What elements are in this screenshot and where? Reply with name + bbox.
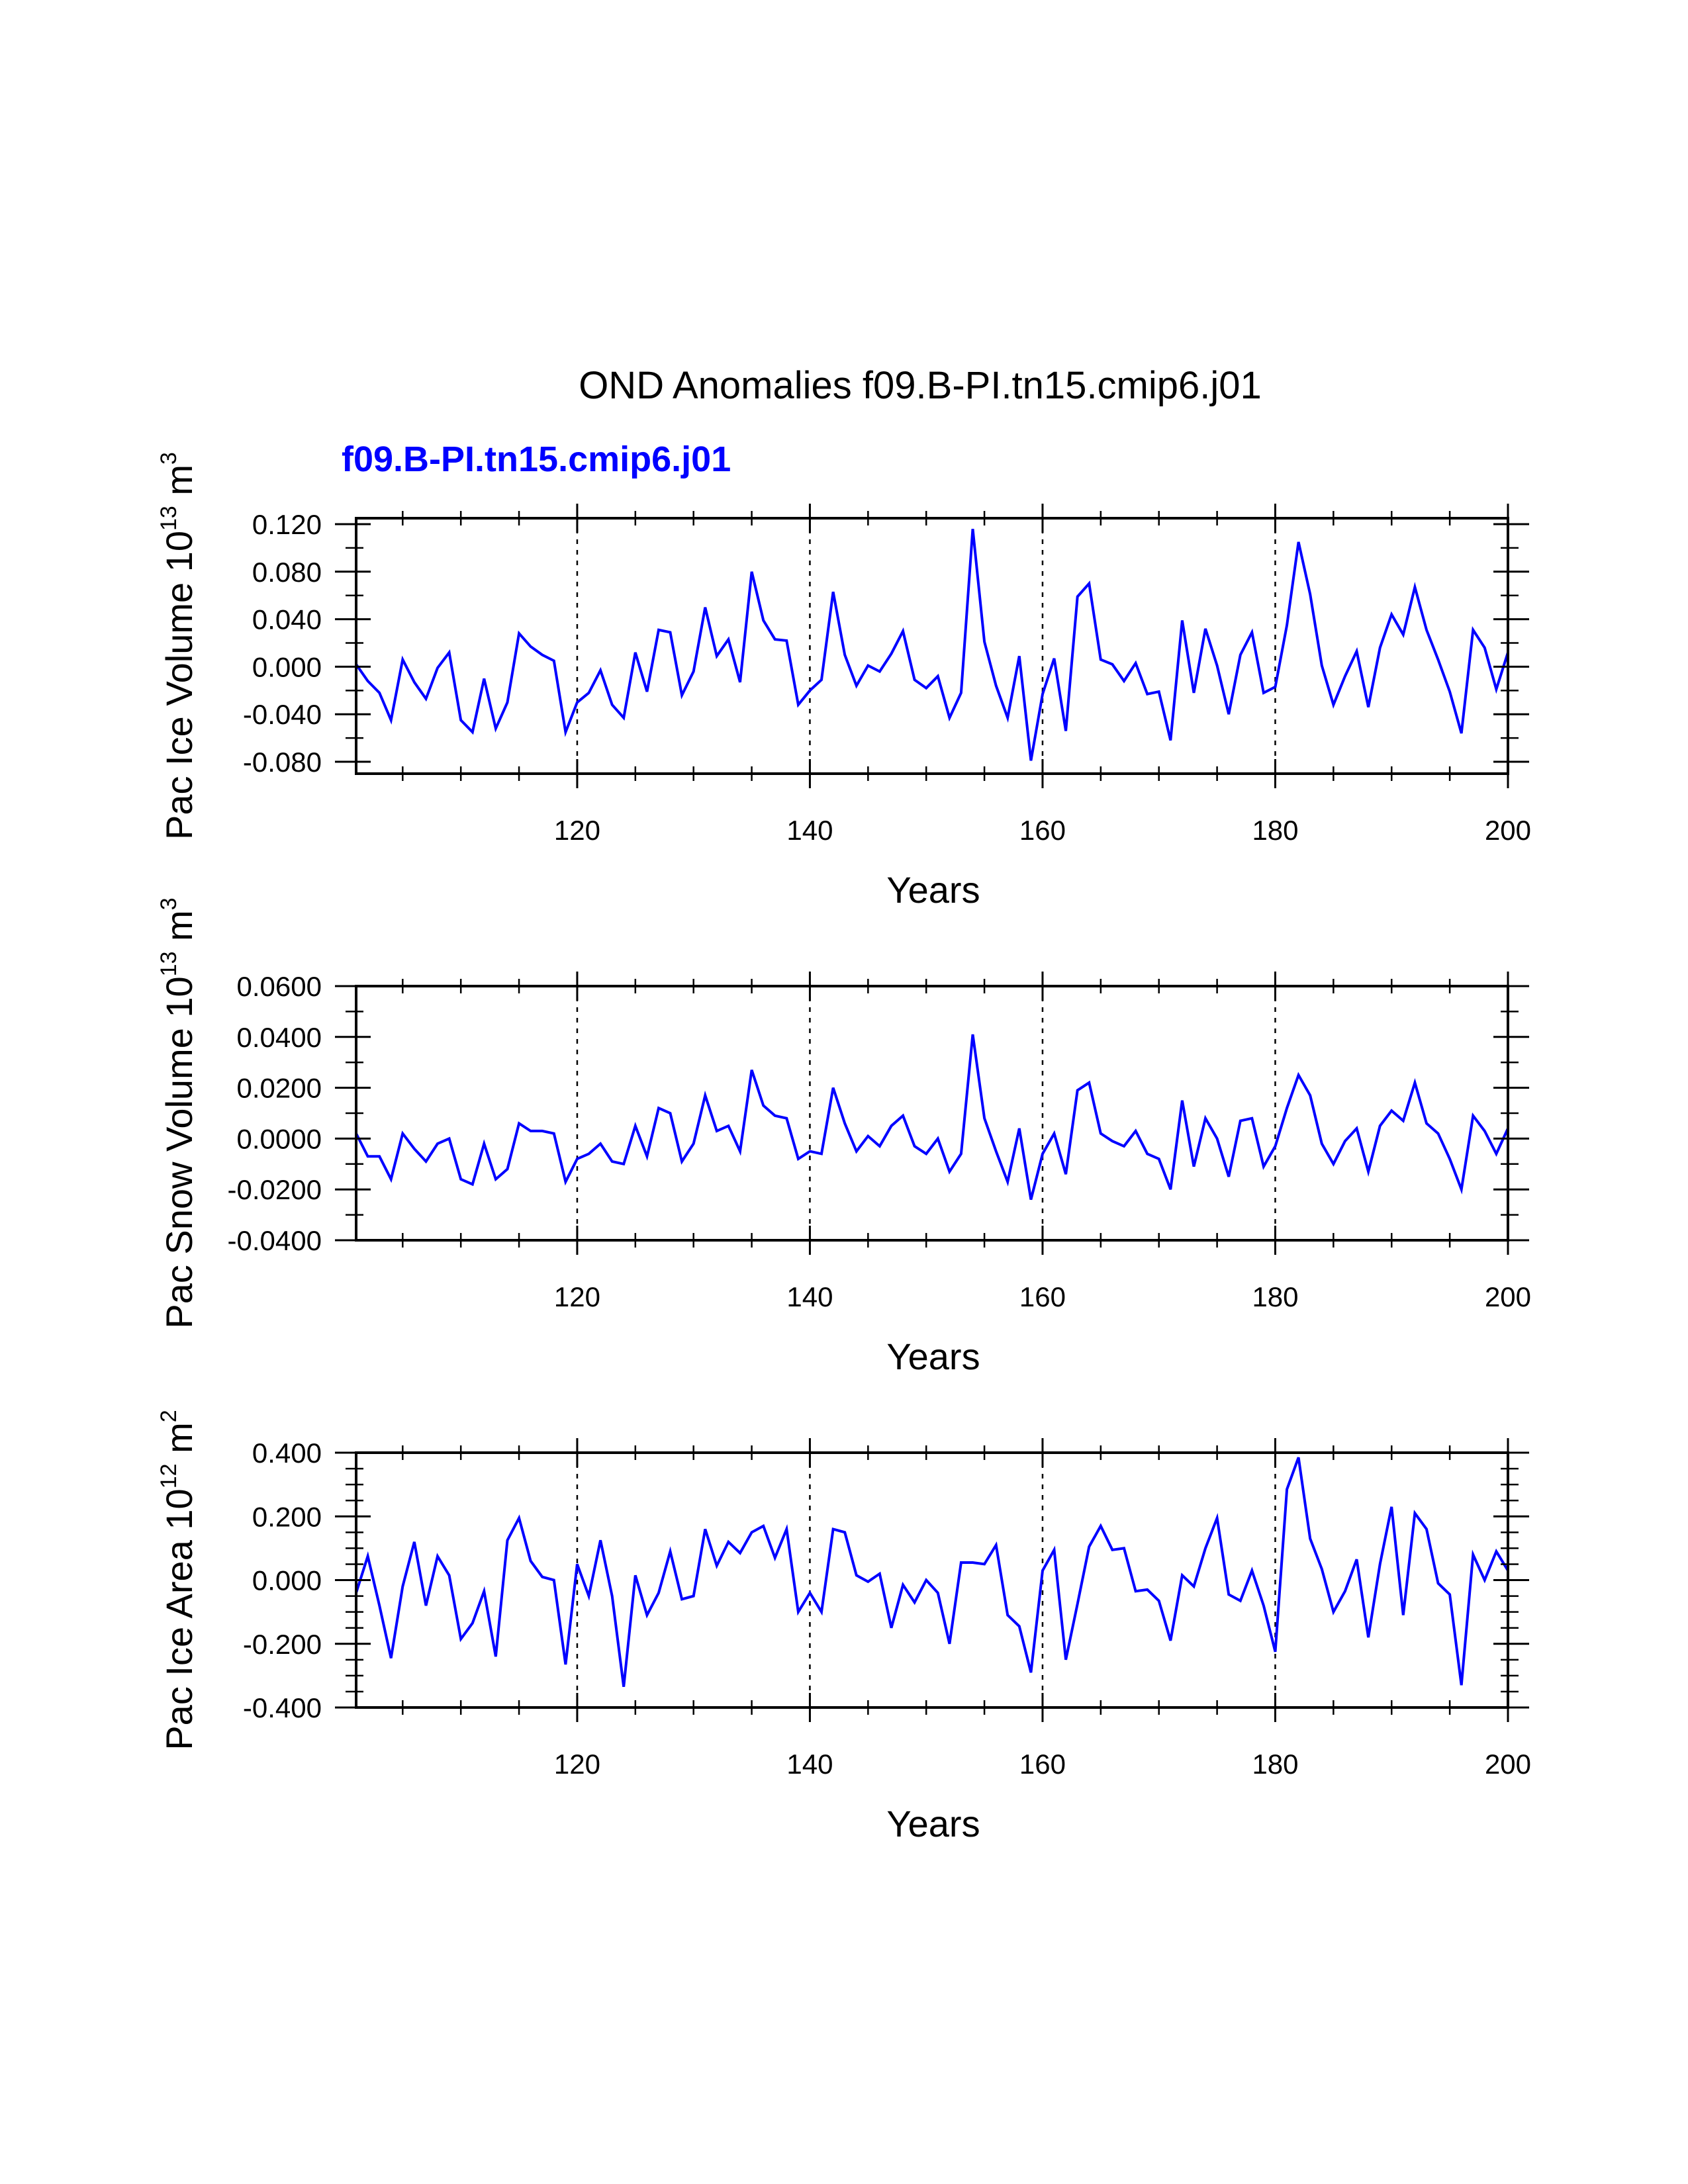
xlabel-snow-volume: Years — [886, 1336, 980, 1377]
y-tick-label: 0.0600 — [237, 971, 322, 1002]
xlabel-ice-volume: Years — [886, 869, 980, 911]
plot-frame — [355, 1451, 1509, 1709]
x-tick-label: 120 — [554, 1281, 600, 1312]
ylabel-unit-exponent: 3 — [156, 452, 181, 465]
figure-title: OND Anomalies f09.B-PI.tn15.cmip6.j01 — [579, 364, 1262, 407]
y-tick-label: 0.040 — [252, 604, 322, 635]
y-tick-label: 0.120 — [252, 509, 322, 540]
ylabel-unit: m — [158, 910, 200, 951]
y-tick-label: 0.080 — [252, 557, 322, 588]
y-tick-label: -0.080 — [243, 747, 322, 778]
plot-area-snow-volume: 120 140 160 180 200 -0.0400 -0.0200 0.0000 0.020… — [228, 971, 1531, 1312]
plot-area-ice-area: 120 140 160 180 200 -0.400 -0.200 0.000 0.200 0.4… — [243, 1437, 1531, 1780]
y-tick-label: 0.0000 — [237, 1123, 322, 1154]
y-tick-label: -0.0200 — [228, 1174, 322, 1205]
plot-frame — [355, 985, 1509, 1242]
plot-frame — [355, 517, 1509, 775]
panel-ice-area: 120 140 160 180 200 -0.400 -0.200 0.000 0.200 0.4… — [156, 1410, 1531, 1844]
x-tick-label: 200 — [1485, 1749, 1531, 1780]
y-tick-label: -0.200 — [243, 1629, 322, 1660]
x-tick-label: 120 — [554, 815, 600, 846]
svg-text:Pac Ice Volume 1013 m3: Pac Ice Volume 1013 m3 — [156, 452, 200, 840]
ylabel-exponent: 12 — [156, 1463, 181, 1488]
ylabel-ice-volume: Pac Ice Volume 1013 m3 — [156, 452, 200, 840]
ylabel-snow-volume: Pac Snow Volume 1013 m3 — [156, 897, 200, 1328]
x-tick-label: 140 — [786, 1281, 833, 1312]
ylabel-unit-exponent: 3 — [156, 897, 181, 910]
series-line-ice-volume-0 — [355, 528, 1509, 761]
x-tick-label: 160 — [1019, 815, 1066, 846]
ylabel-unit-exponent: 2 — [156, 1410, 181, 1422]
panel-ice-volume: 120 140 160 180 200 -0.080 -0.040 0.000 0.040 0.0… — [156, 452, 1531, 911]
ylabel-unit: m — [158, 1422, 200, 1463]
y-tick-label: 0.000 — [252, 1565, 322, 1596]
ylabel-text: Pac Ice Area 10 — [158, 1488, 200, 1750]
ylabel-text: Pac Ice Volume 10 — [158, 531, 200, 840]
panel-snow-volume: 120 140 160 180 200 -0.0400 -0.0200 0.0000 0.020… — [156, 897, 1531, 1377]
x-tick-label: 160 — [1019, 1281, 1066, 1312]
xlabel-ice-area: Years — [886, 1803, 980, 1844]
y-tick-label: 0.0200 — [237, 1073, 322, 1104]
plot-area-ice-volume: 120 140 160 180 200 -0.080 -0.040 0.000 0.040 0.0… — [243, 504, 1531, 846]
y-tick-label: 0.200 — [252, 1501, 322, 1532]
ylabel-text: Pac Snow Volume 10 — [158, 976, 200, 1328]
ylabel-unit: m — [158, 465, 200, 506]
ylabel-exponent: 13 — [156, 951, 181, 976]
run-subtitle: f09.B-PI.tn15.cmip6.j01 — [342, 439, 731, 479]
x-tick-label: 180 — [1252, 1281, 1298, 1312]
x-tick-label: 160 — [1019, 1749, 1066, 1780]
x-tick-label: 200 — [1485, 1281, 1531, 1312]
y-tick-label: 0.000 — [252, 651, 322, 682]
y-tick-label: 0.0400 — [237, 1022, 322, 1053]
y-tick-label: -0.400 — [243, 1692, 322, 1723]
x-tick-label: 140 — [786, 815, 833, 846]
ylabel-exponent: 13 — [156, 506, 181, 531]
y-tick-label: 0.400 — [252, 1437, 322, 1469]
x-tick-label: 180 — [1252, 815, 1298, 846]
x-tick-label: 140 — [786, 1749, 833, 1780]
series-line-snow-volume-0 — [355, 1034, 1509, 1201]
svg-text:Pac Snow Volume 1013 m3: Pac Snow Volume 1013 m3 — [156, 897, 200, 1328]
y-tick-label: -0.0400 — [228, 1225, 322, 1256]
x-tick-label: 200 — [1485, 815, 1531, 846]
ylabel-ice-area: Pac Ice Area 1012 m2 — [156, 1410, 200, 1750]
x-tick-label: 120 — [554, 1749, 600, 1780]
y-tick-label: -0.040 — [243, 699, 322, 730]
x-tick-label: 180 — [1252, 1749, 1298, 1780]
svg-text:Pac Ice Area 1012 m2: Pac Ice Area 1012 m2 — [156, 1410, 200, 1750]
series-line-ice-area-0 — [355, 1457, 1509, 1687]
